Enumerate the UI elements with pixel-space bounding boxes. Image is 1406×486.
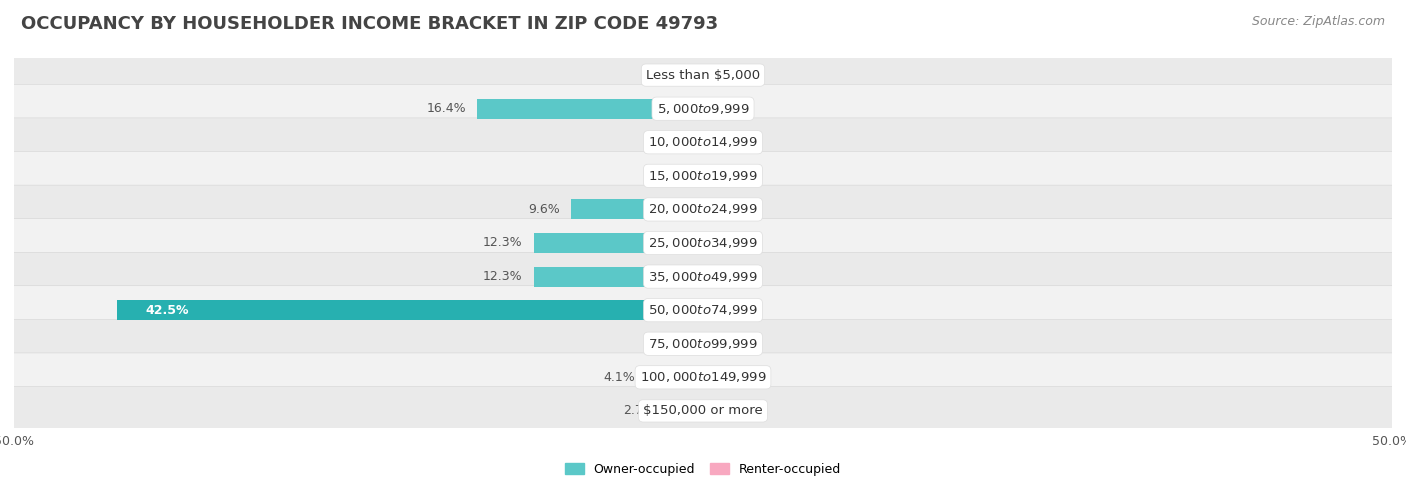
Legend: Owner-occupied, Renter-occupied: Owner-occupied, Renter-occupied	[560, 457, 846, 481]
Text: $150,000 or more: $150,000 or more	[643, 404, 763, 417]
Text: Source: ZipAtlas.com: Source: ZipAtlas.com	[1251, 15, 1385, 28]
FancyBboxPatch shape	[10, 386, 1396, 435]
Text: 12.3%: 12.3%	[482, 237, 523, 249]
Text: 0.0%: 0.0%	[711, 136, 744, 149]
Text: Less than $5,000: Less than $5,000	[645, 69, 761, 82]
FancyBboxPatch shape	[10, 219, 1396, 267]
Text: 0.0%: 0.0%	[711, 270, 744, 283]
Text: 0.0%: 0.0%	[662, 136, 695, 149]
Text: 0.0%: 0.0%	[711, 169, 744, 182]
Text: 0.0%: 0.0%	[711, 102, 744, 115]
Text: 0.0%: 0.0%	[662, 169, 695, 182]
Text: 0.0%: 0.0%	[711, 69, 744, 82]
Text: 9.6%: 9.6%	[527, 203, 560, 216]
Text: $35,000 to $49,999: $35,000 to $49,999	[648, 270, 758, 283]
Bar	[571, 199, 703, 220]
Text: 0.0%: 0.0%	[711, 304, 744, 317]
Text: $75,000 to $99,999: $75,000 to $99,999	[648, 337, 758, 351]
Text: 12.3%: 12.3%	[482, 270, 523, 283]
FancyBboxPatch shape	[10, 51, 1396, 100]
Text: 42.5%: 42.5%	[145, 304, 188, 317]
Text: $25,000 to $34,999: $25,000 to $34,999	[648, 236, 758, 250]
Text: $20,000 to $24,999: $20,000 to $24,999	[648, 203, 758, 216]
Text: 2.7%: 2.7%	[623, 404, 655, 417]
Text: 0.0%: 0.0%	[711, 371, 744, 384]
Text: $100,000 to $149,999: $100,000 to $149,999	[640, 370, 766, 384]
Text: 0.0%: 0.0%	[711, 404, 744, 417]
Text: 0.0%: 0.0%	[711, 237, 744, 249]
Bar	[533, 233, 703, 253]
FancyBboxPatch shape	[10, 353, 1396, 401]
Text: OCCUPANCY BY HOUSEHOLDER INCOME BRACKET IN ZIP CODE 49793: OCCUPANCY BY HOUSEHOLDER INCOME BRACKET …	[21, 15, 718, 33]
Text: 0.0%: 0.0%	[711, 337, 744, 350]
Text: 16.4%: 16.4%	[426, 102, 465, 115]
Text: 0.0%: 0.0%	[662, 337, 695, 350]
Text: $50,000 to $74,999: $50,000 to $74,999	[648, 303, 758, 317]
Text: 0.0%: 0.0%	[711, 203, 744, 216]
Text: 4.1%: 4.1%	[603, 371, 636, 384]
Text: $15,000 to $19,999: $15,000 to $19,999	[648, 169, 758, 183]
FancyBboxPatch shape	[10, 319, 1396, 368]
FancyBboxPatch shape	[10, 286, 1396, 334]
FancyBboxPatch shape	[10, 252, 1396, 301]
Text: $10,000 to $14,999: $10,000 to $14,999	[648, 135, 758, 149]
Bar	[666, 401, 703, 421]
FancyBboxPatch shape	[10, 118, 1396, 167]
Bar	[117, 300, 703, 320]
Text: 0.0%: 0.0%	[662, 69, 695, 82]
Bar	[647, 367, 703, 387]
FancyBboxPatch shape	[10, 152, 1396, 200]
FancyBboxPatch shape	[10, 185, 1396, 234]
Bar	[533, 266, 703, 287]
Bar	[477, 99, 703, 119]
FancyBboxPatch shape	[10, 85, 1396, 133]
Text: $5,000 to $9,999: $5,000 to $9,999	[657, 102, 749, 116]
